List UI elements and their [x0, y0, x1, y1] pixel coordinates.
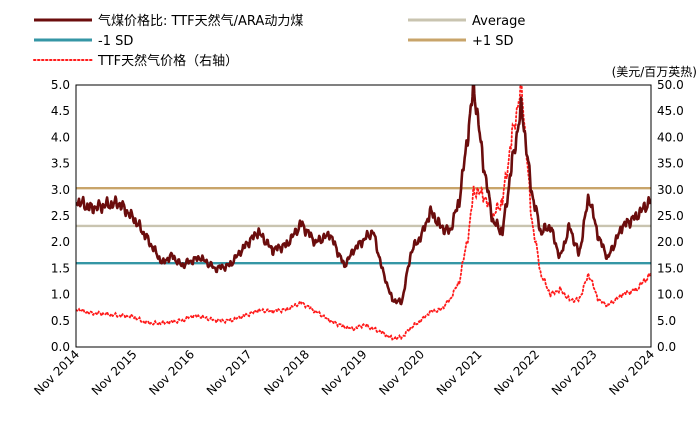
- x-tick-label: Nov 2024: [606, 347, 657, 398]
- y-right-tick-label: 50.0: [657, 78, 684, 92]
- x-tick-label: Nov 2022: [491, 347, 542, 398]
- x-tick-label: Nov 2018: [261, 347, 312, 398]
- y-left-tick-label: 4.5: [51, 104, 70, 118]
- x-tick-label: Nov 2019: [319, 347, 370, 398]
- y-left-tick-label: 3.0: [51, 183, 70, 197]
- x-tick: Nov 2014: [31, 347, 82, 398]
- x-tick: Nov 2019: [319, 347, 370, 398]
- y-left-tick-label: 1.5: [51, 261, 70, 275]
- gas-coal-ratio-line: [76, 85, 651, 306]
- y-right-tick-label: 0.0: [657, 340, 676, 354]
- legend-item: TTF天然气价格（右轴）: [33, 53, 238, 69]
- y-right-tick-label: 25.0: [657, 209, 684, 223]
- x-tick: Nov 2016: [146, 347, 197, 398]
- x-tick: Nov 2023: [549, 347, 600, 398]
- y-right-tick-label: 45.0: [657, 104, 684, 118]
- legend-label: TTF天然气价格（右轴）: [97, 53, 238, 69]
- x-tick: Nov 2022: [491, 347, 542, 398]
- y-right-tick-label: 15.0: [657, 261, 684, 275]
- x-tick: Nov 2018: [261, 347, 312, 398]
- ttf-gas-price-line: [76, 85, 651, 342]
- legend-label: 气煤价格比: TTF天然气/ARA动力煤: [98, 13, 303, 29]
- y-right-axis-label: (美元/百万英热): [612, 65, 697, 79]
- x-tick-label: Nov 2015: [89, 347, 140, 398]
- legend-item: +1 SD: [408, 34, 514, 49]
- legend-item: 气煤价格比: TTF天然气/ARA动力煤: [34, 13, 303, 29]
- legend-item: -1 SD: [34, 34, 133, 49]
- y-left-tick-label: 2.5: [51, 209, 70, 223]
- x-tick: Nov 2015: [89, 347, 140, 398]
- y-left-tick-label: 2.0: [51, 235, 70, 249]
- y-right-tick-label: 20.0: [657, 235, 684, 249]
- y-left-tick-label: 3.5: [51, 157, 70, 171]
- y-right-tick-label: 5.0: [657, 314, 676, 328]
- plot-frame: [75, 84, 652, 348]
- y-left-tick-label: 1.0: [51, 288, 70, 302]
- x-tick: Nov 2024: [606, 347, 657, 398]
- y-left-tick-label: 0.5: [51, 314, 70, 328]
- y-left-tick-label: 0.0: [51, 340, 70, 354]
- x-tick-label: Nov 2016: [146, 347, 197, 398]
- x-tick-label: Nov 2021: [434, 347, 485, 398]
- y-right-tick-label: 30.0: [657, 183, 684, 197]
- x-tick-label: Nov 2020: [376, 347, 427, 398]
- x-tick-label: Nov 2023: [549, 347, 600, 398]
- x-tick-label: Nov 2014: [31, 347, 82, 398]
- x-tick-label: Nov 2017: [204, 347, 255, 398]
- x-tick: Nov 2021: [434, 347, 485, 398]
- legend-label: -1 SD: [98, 34, 133, 49]
- legend-item: Average: [408, 14, 525, 29]
- y-right-tick-label: 40.0: [657, 130, 684, 144]
- y-right-tick-label: 10.0: [657, 288, 684, 302]
- y-right-tick-label: 35.0: [657, 157, 684, 171]
- legend-label: +1 SD: [472, 34, 514, 49]
- x-tick: Nov 2020: [376, 347, 427, 398]
- y-left-tick-label: 4.0: [51, 130, 70, 144]
- x-tick: Nov 2017: [204, 347, 255, 398]
- legend-label: Average: [472, 14, 525, 29]
- y-left-tick-label: 5.0: [51, 78, 70, 92]
